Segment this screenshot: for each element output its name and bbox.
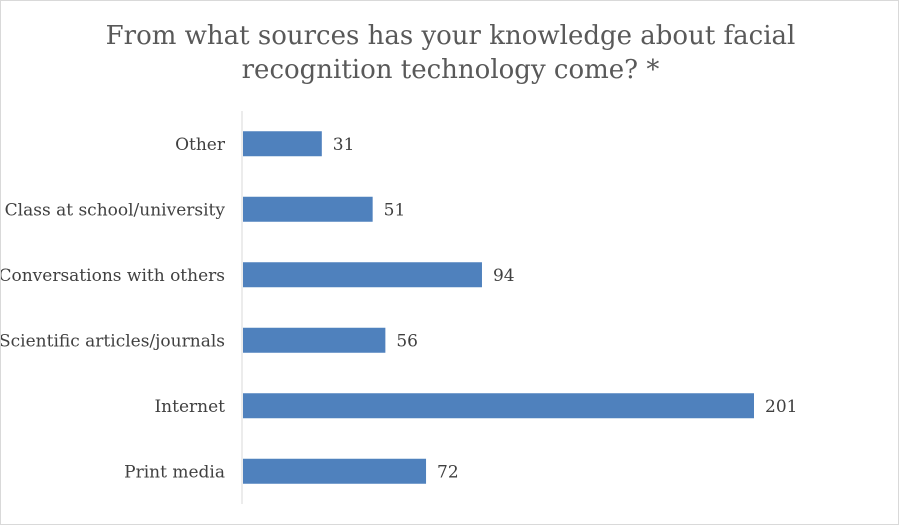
chart-title-line-1: From what sources has your knowledge abo… <box>105 21 796 51</box>
bar-4 <box>243 393 754 419</box>
bars-group: Other 31 Class at school/university 51 Conve… <box>1 131 797 484</box>
category-label-1: Class at school/university <box>5 200 226 220</box>
value-label-2: 94 <box>493 266 515 286</box>
category-label-4: Internet <box>154 397 225 417</box>
value-label-0: 31 <box>333 135 355 155</box>
chart-title: From what sources has your knowledge abo… <box>1 19 899 87</box>
category-label-2: Conversations with others <box>1 266 225 286</box>
bar-3 <box>243 327 386 353</box>
category-label-3: Scientific articles/journals <box>1 331 225 351</box>
value-label-4: 201 <box>765 397 797 417</box>
value-label-3: 56 <box>396 331 418 351</box>
bar-0 <box>243 131 322 157</box>
category-label-5: Print media <box>124 462 225 482</box>
category-label-0: Other <box>175 135 226 155</box>
value-label-1: 51 <box>384 200 406 220</box>
bar-1 <box>243 196 373 222</box>
value-label-5: 72 <box>437 462 459 482</box>
bar-5 <box>243 458 427 484</box>
bar-2 <box>243 262 482 288</box>
chart-title-line-2: recognition technology come? * <box>241 55 660 85</box>
